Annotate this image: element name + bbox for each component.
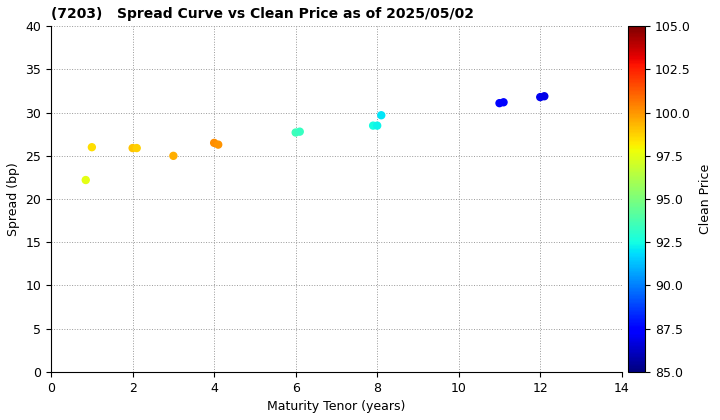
Point: [534, 94, 546, 100]
Point: [539, 93, 550, 100]
X-axis label: Maturity Tenor (years): Maturity Tenor (years): [267, 400, 405, 413]
Point: [367, 122, 379, 129]
Point: [131, 145, 143, 152]
Point: [168, 152, 179, 159]
Y-axis label: Clean Price: Clean Price: [699, 164, 712, 234]
Text: (7203)   Spread Curve vs Clean Price as of 2025/05/02: (7203) Spread Curve vs Clean Price as of…: [51, 7, 474, 21]
Point: [86, 144, 98, 150]
Point: [494, 100, 505, 107]
Point: [208, 139, 220, 146]
Point: [290, 129, 302, 136]
Point: [127, 145, 138, 152]
Point: [80, 177, 91, 184]
Point: [294, 128, 305, 135]
Y-axis label: Spread (bp): Spread (bp): [7, 162, 20, 236]
Point: [498, 99, 509, 106]
Point: [376, 112, 387, 118]
Point: [372, 122, 383, 129]
Point: [212, 141, 224, 148]
